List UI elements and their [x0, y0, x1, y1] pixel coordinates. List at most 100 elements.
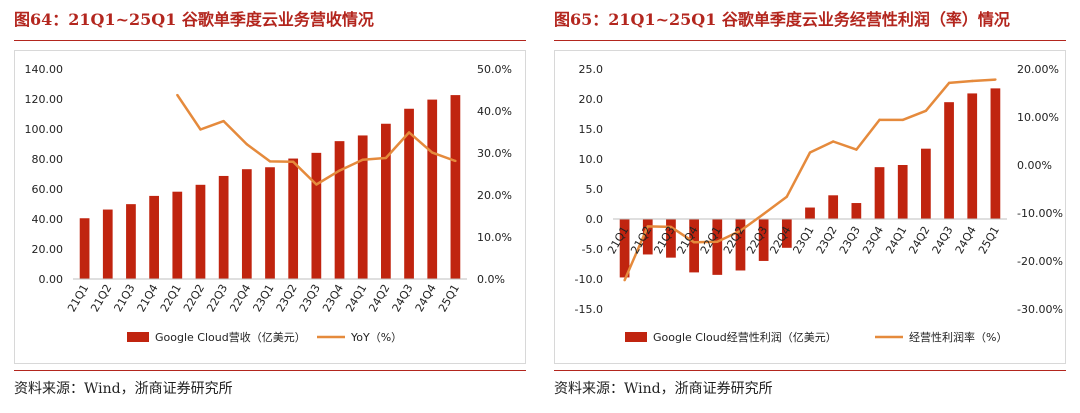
x-axis-category-label: 24Q4	[413, 282, 439, 314]
line-point	[762, 212, 765, 216]
left-axis-tick-label: -10.0	[575, 273, 603, 286]
legend-label-bar: Google Cloud营收（亿美元）	[155, 330, 306, 344]
left-panel: 图64：21Q1~25Q1 谷歌单季度云业务营收情况 0.00 20.00 40.0…	[14, 10, 526, 397]
x-axis-category-label: 24Q1	[883, 224, 909, 256]
x-axis-category-label: 23Q1	[791, 224, 817, 256]
line-point	[245, 142, 249, 146]
line-point	[878, 118, 881, 122]
legend-label-line: YoY（%）	[350, 331, 402, 344]
bar	[79, 218, 90, 279]
x-axis-category-label: 24Q4	[953, 224, 979, 256]
right-chart-frame: -15.0 -10.0 -5.0 0.0 5.0 10.0 15.0 20.0 25.0 -30.…	[554, 50, 1066, 364]
right-axis-tick-label: -20.00%	[1017, 255, 1063, 268]
x-axis-category-label: 25Q1	[436, 282, 462, 314]
left-axis-tick-label: -15.0	[575, 303, 603, 316]
right-panel: 图65：21Q1~25Q1 谷歌单季度云业务经营性利润（率）情况 -15.0 -1…	[540, 0, 1080, 413]
bar	[427, 99, 438, 279]
bar	[689, 219, 699, 273]
right-axis-tick-label: 50.0%	[477, 63, 512, 76]
x-axis-category-label: 24Q3	[390, 282, 416, 314]
bar	[265, 167, 275, 279]
x-axis-category-label: 21Q3	[111, 282, 137, 314]
bar	[102, 209, 113, 279]
x-axis-category-label: 24Q2	[906, 224, 932, 256]
left-axis-tick-label: 5.0	[586, 183, 604, 196]
bar	[241, 169, 252, 279]
bar	[712, 219, 723, 275]
bar	[874, 167, 885, 219]
bar	[126, 204, 136, 279]
line-point	[692, 241, 696, 244]
bar	[666, 219, 676, 258]
line-point	[901, 118, 904, 122]
x-axis-category-label: 22Q1	[158, 282, 184, 314]
left-axis-tick-label: 0.00	[39, 273, 64, 286]
bar	[357, 135, 368, 279]
right-axis-tick-label: 20.0%	[477, 189, 512, 202]
line-point	[646, 225, 649, 228]
bar	[642, 219, 653, 255]
left-axis-tick-label: 60.00	[32, 183, 64, 196]
x-axis-category-label: 22Q4	[227, 282, 253, 314]
x-axis-category-label: 23Q1	[251, 282, 277, 314]
bar	[619, 219, 630, 278]
left-axis-tick-label: 120.00	[25, 93, 64, 106]
right-axis-tick-label: 10.00%	[1017, 111, 1059, 124]
left-axis-tick-label: 100.00	[25, 123, 64, 136]
line-point	[338, 169, 341, 172]
x-axis-category-label: 23Q3	[837, 224, 863, 256]
bar	[450, 95, 461, 279]
legend-swatch-bar	[625, 332, 647, 342]
x-axis-category-label: 22Q3	[204, 282, 230, 314]
bar	[990, 88, 1001, 219]
bar	[944, 102, 954, 219]
line-point	[176, 93, 179, 97]
line-point	[831, 140, 835, 143]
line-point	[785, 195, 789, 198]
bar	[195, 184, 206, 279]
x-axis-category-label: 23Q2	[814, 224, 840, 256]
line-point	[454, 159, 457, 163]
left-axis-tick-label: 40.00	[32, 213, 64, 226]
operating-profit-chart: -15.0 -10.0 -5.0 0.0 5.0 10.0 15.0 20.0 25.0 -30.…	[575, 63, 1063, 344]
left-axis-tick-label: 20.00	[32, 243, 64, 256]
line-point	[407, 131, 411, 134]
bar	[735, 219, 746, 271]
x-axis-category-label: 23Q2	[274, 282, 300, 314]
bar	[149, 195, 159, 279]
line-point	[291, 160, 295, 164]
line-point	[384, 156, 388, 160]
right-axis-tick-label: 0.00%	[1017, 159, 1052, 172]
bar	[828, 195, 839, 219]
x-axis-category-label: 24Q2	[366, 282, 392, 314]
right-axis-tick-label: 0.0%	[477, 273, 505, 286]
x-axis-category-label: 21Q2	[88, 282, 114, 314]
line-point	[808, 151, 812, 154]
right-axis-tick-label: 10.0%	[477, 231, 512, 244]
legend-label-line: 经营性利润率（%）	[909, 330, 1007, 344]
line-point	[947, 81, 951, 85]
bar	[288, 158, 299, 279]
bar	[967, 93, 978, 219]
bar	[218, 175, 229, 279]
bar	[381, 123, 391, 279]
right-source-rule	[554, 370, 1066, 371]
bar	[311, 152, 322, 279]
bar	[897, 165, 908, 219]
x-axis-category-label: 23Q4	[860, 224, 886, 256]
left-axis-tick-label: 140.00	[25, 63, 64, 76]
left-axis-tick-label: 15.0	[579, 123, 604, 136]
x-axis-category-label: 23Q4	[320, 282, 346, 314]
right-chart-title: 图65：21Q1~25Q1 谷歌单季度云业务经营性利润（率）情况	[554, 10, 1010, 29]
left-axis-tick-label: -5.0	[582, 243, 603, 256]
right-source-note: 资料来源：Wind，浙商证券研究所	[554, 381, 773, 397]
left-source-note: 资料来源：Wind，浙商证券研究所	[14, 381, 233, 397]
line-point	[623, 279, 626, 282]
x-axis-category-label: 24Q3	[930, 224, 956, 256]
x-axis-category-label: 21Q1	[65, 282, 91, 314]
line-point	[431, 151, 434, 154]
x-axis-category-label: 24Q1	[343, 282, 369, 314]
bar	[921, 148, 931, 219]
right-axis-tick-label: -30.00%	[1017, 303, 1063, 316]
line-point	[971, 79, 974, 83]
